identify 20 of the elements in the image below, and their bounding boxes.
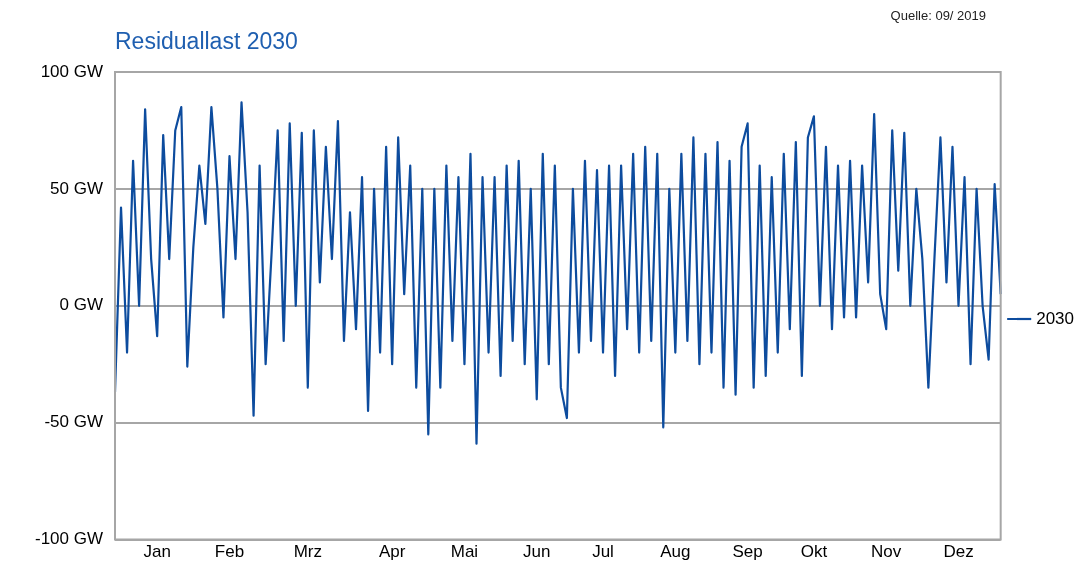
legend-label: 2030: [1036, 308, 1075, 328]
y-tick-label: 100 GW: [40, 61, 103, 81]
x-tick-label: Jun: [523, 542, 551, 562]
chart-title: Residuallast 2030: [115, 28, 298, 55]
x-tick-label: Dez: [943, 542, 974, 562]
x-tick-label: Apr: [378, 542, 406, 562]
y-tick-label: -100 GW: [34, 529, 103, 549]
x-tick-label: Mai: [450, 542, 479, 562]
x-tick-label: Feb: [214, 542, 245, 562]
x-tick-label: Jul: [592, 542, 614, 562]
x-tick-label: Aug: [660, 542, 691, 562]
y-tick-label: -50 GW: [44, 412, 103, 432]
x-tick-label: Mrz: [293, 542, 322, 562]
y-tick-label: 0 GW: [59, 295, 103, 315]
x-tick-label: Nov: [871, 542, 902, 562]
y-tick-label: 50 GW: [50, 178, 103, 198]
x-tick-label: Jan: [143, 542, 171, 562]
x-tick-label: Sep: [732, 542, 763, 562]
x-tick-label: Okt: [800, 542, 828, 562]
source-note: Quelle: 09/ 2019: [890, 8, 986, 23]
